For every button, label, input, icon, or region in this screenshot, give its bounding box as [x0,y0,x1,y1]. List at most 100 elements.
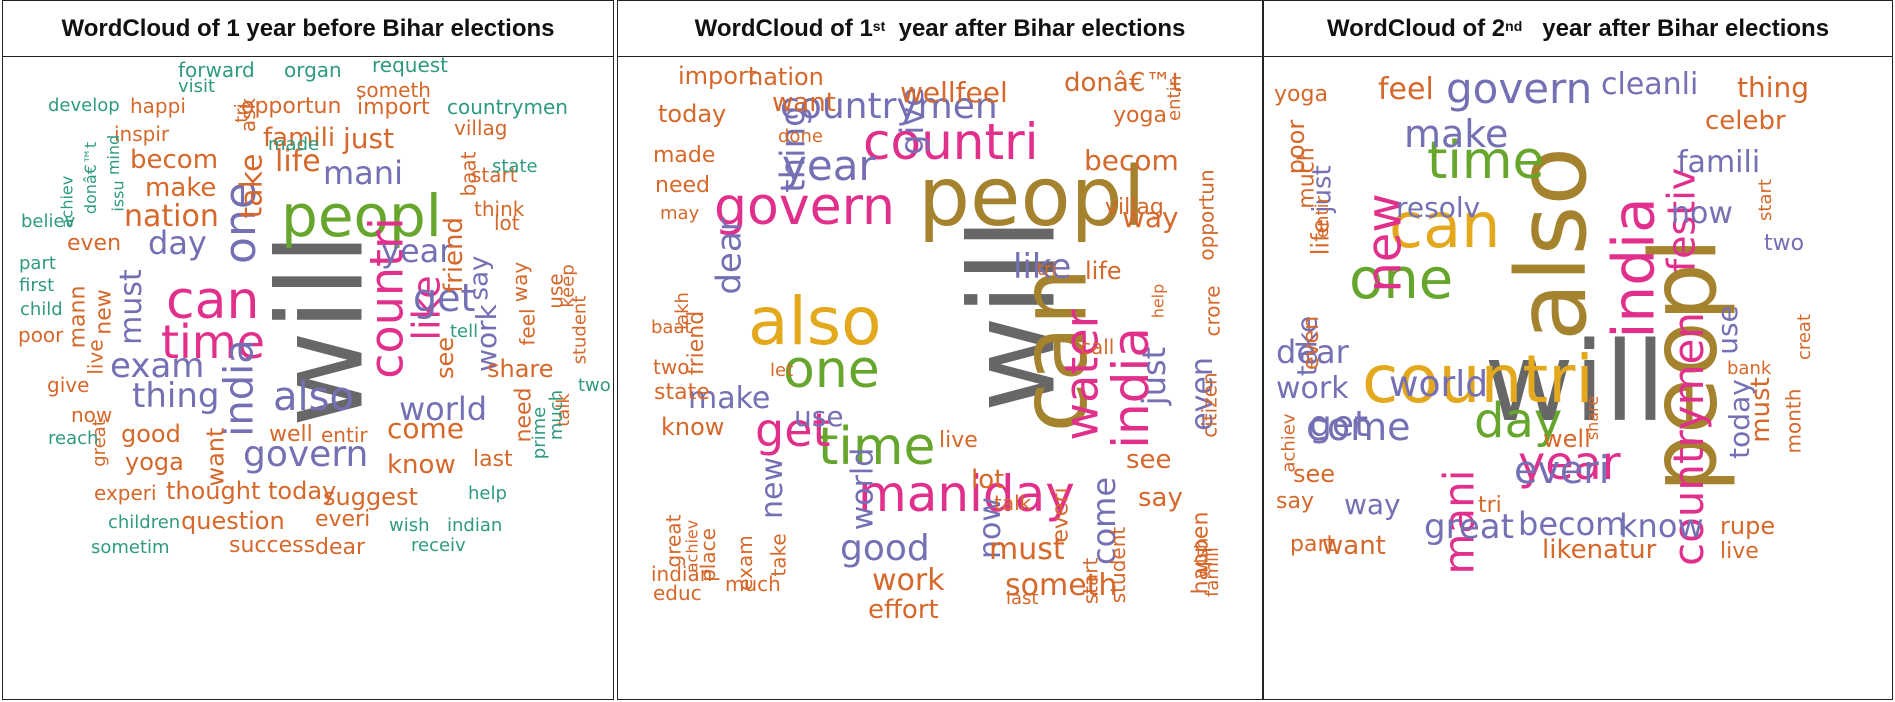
cloud-word: even [1299,315,1325,371]
cloud-word: entir [1163,79,1185,121]
cloud-word: world [1389,364,1489,405]
panel-title-ordinal: st [872,17,886,34]
word-cloud: peopl will can also govern countri one time mani… [618,57,1262,699]
cloud-word: citizen [1197,371,1222,438]
cloud-word: come [387,412,465,445]
cloud-word: great [1424,507,1514,547]
cloud-word: govern [714,177,896,237]
cloud-word: just [343,122,395,155]
cloud-word: start [1754,179,1776,221]
cloud-word: share [487,355,554,383]
cloud-word: dear [315,535,366,560]
cloud-word: start [1077,557,1102,604]
cloud-word: can [166,271,260,331]
cloud-word: someth [1005,568,1118,603]
cloud-word: even [67,231,122,256]
cloud-word: like [1013,247,1072,287]
cloud-word: famili [263,123,336,153]
cloud-word: countrymen [780,86,998,127]
cloud-word: may [660,203,700,224]
cloud-word: call [1080,335,1115,359]
cloud-word: effort [868,595,939,625]
cloud-word: nation [748,63,824,91]
cloud-word: also [748,283,882,360]
cloud-word: experi [94,481,157,505]
cloud-word: nation [124,199,219,234]
cloud-word: lot [494,211,520,235]
cloud-word: must [1745,377,1776,443]
cloud-word: part [19,253,56,274]
panel-title: WordCloud of 1 year before Bihar electio… [3,1,613,57]
cloud-word: villag [454,116,508,140]
cloud-word: feel [515,307,540,346]
cloud-word: baat [651,317,692,338]
cloud-word: live [1720,539,1759,564]
cloud-word: thing [1737,71,1810,104]
cloud-word: help [468,483,507,504]
cloud-word: sometim [91,537,170,558]
cloud-word: know [387,450,456,480]
cloud-word: now [71,403,113,427]
cloud-word: time [818,417,936,477]
cloud-word: year [782,141,876,190]
cloud-word: suggest [323,483,418,511]
cloud-word: prime [529,406,551,460]
cloud-word: student [1106,526,1131,604]
cloud-word: see [1126,445,1172,475]
cloud-word: think [474,197,525,221]
word-cloud: will also peopl countri can one india time day ne… [1264,57,1892,699]
cloud-word: likenatur [1542,535,1657,565]
cloud-word: famili [1677,145,1761,180]
cloud-word: day [148,224,207,262]
cloud-word: countrymen [447,95,568,119]
cloud-word: done [778,126,823,147]
cloud-word: world [399,390,488,428]
cloud-word: can [1389,189,1501,262]
cloud-word: child [20,299,63,320]
cloud-word: two [653,355,690,379]
cloud-word: tell [450,321,479,342]
cloud-word: world [844,447,880,530]
cloud-word: peopl [918,150,1146,245]
cloud-word: educ [653,581,702,605]
cloud-word: keep [557,263,579,308]
cloud-word: poor [18,323,64,347]
cloud-word: life [1085,257,1122,285]
cloud-word: say [463,255,494,300]
cloud-word: good [840,528,930,569]
cloud-word: tri [1478,493,1502,518]
cloud-word: give [47,373,90,397]
cloud-word: reach [48,428,99,449]
word-cloud: will peopl can time countri one india also like g… [3,57,613,699]
cloud-word: much [725,572,781,596]
cloud-word: take [766,532,791,577]
cloud-word: need [655,173,710,198]
cloud-word: everi [315,507,371,532]
cloud-word: peopl [281,182,442,250]
cloud-word: much [546,389,568,441]
cloud-word: made [653,143,716,168]
cloud-word: issu [108,179,128,212]
cloud-word: develop [48,95,120,116]
cloud-word: now [1671,196,1733,231]
wordcloud-panel-before: WordCloud of 1 year before Bihar electio… [2,0,614,700]
cloud-word: use [1710,305,1744,355]
cloud-word: way [508,261,533,303]
cloud-word: make [688,381,771,416]
cloud-word: life [275,144,321,179]
panel-title-text: WordCloud of 1 [694,14,873,42]
cloud-word: believ [21,211,76,232]
cloud-word: thought [166,477,261,505]
cloud-word: govern [1446,64,1593,113]
cloud-word: creat [1794,313,1816,361]
cloud-word: donâ€™t [81,141,101,215]
panel-title-suffix: year after Bihar elections [898,14,1186,42]
cloud-word: must [113,269,149,345]
cloud-word: help [1147,283,1167,318]
cloud-word: someth [356,78,431,102]
panel-title-suffix: year after Bihar elections [1542,14,1830,42]
cloud-word: wish [1190,537,1212,578]
cloud-word: donâ€™t [1064,68,1182,98]
cloud-word: organ [284,58,342,82]
cloud-word: part [1290,532,1336,557]
